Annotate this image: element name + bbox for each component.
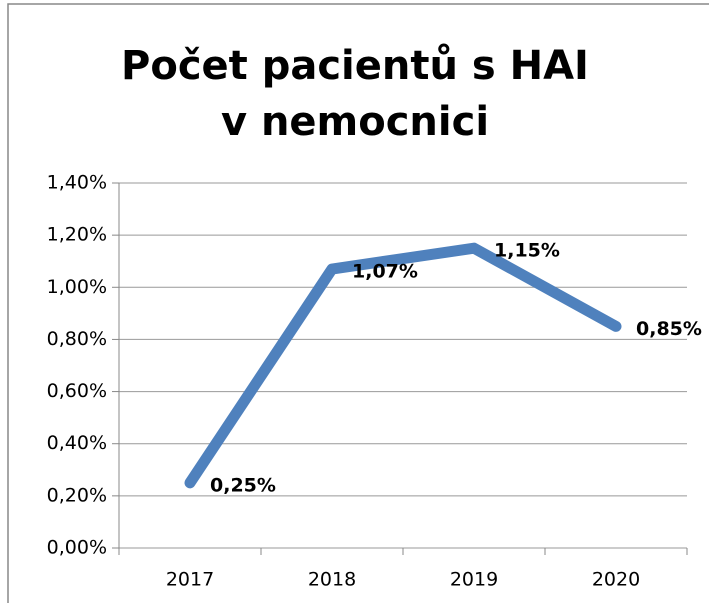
- x-tick-label: 2019: [450, 569, 498, 591]
- y-tick-label: 1,40%: [47, 172, 107, 194]
- chart-title: Počet pacientů s HAI v nemocnici: [121, 43, 589, 145]
- data-label: 0,25%: [210, 474, 276, 496]
- x-tick-label: 2017: [166, 569, 214, 591]
- data-label: 1,15%: [494, 240, 560, 262]
- y-tick-label: 0,00%: [47, 537, 107, 559]
- y-tick-label: 1,00%: [47, 276, 107, 298]
- data-label: 0,85%: [636, 318, 702, 340]
- x-tick-label: 2020: [592, 569, 640, 591]
- data-label: 1,07%: [352, 261, 418, 283]
- y-tick-label: 0,20%: [47, 484, 107, 506]
- line: [184, 242, 622, 489]
- chart-border: [7, 3, 709, 603]
- y-tick-label: 0,60%: [47, 380, 107, 402]
- y-tick-label: 1,20%: [47, 224, 107, 246]
- y-tick-label: 0,80%: [47, 328, 107, 350]
- x-tick-label: 2018: [308, 569, 356, 591]
- y-tick-label: 0,40%: [47, 432, 107, 454]
